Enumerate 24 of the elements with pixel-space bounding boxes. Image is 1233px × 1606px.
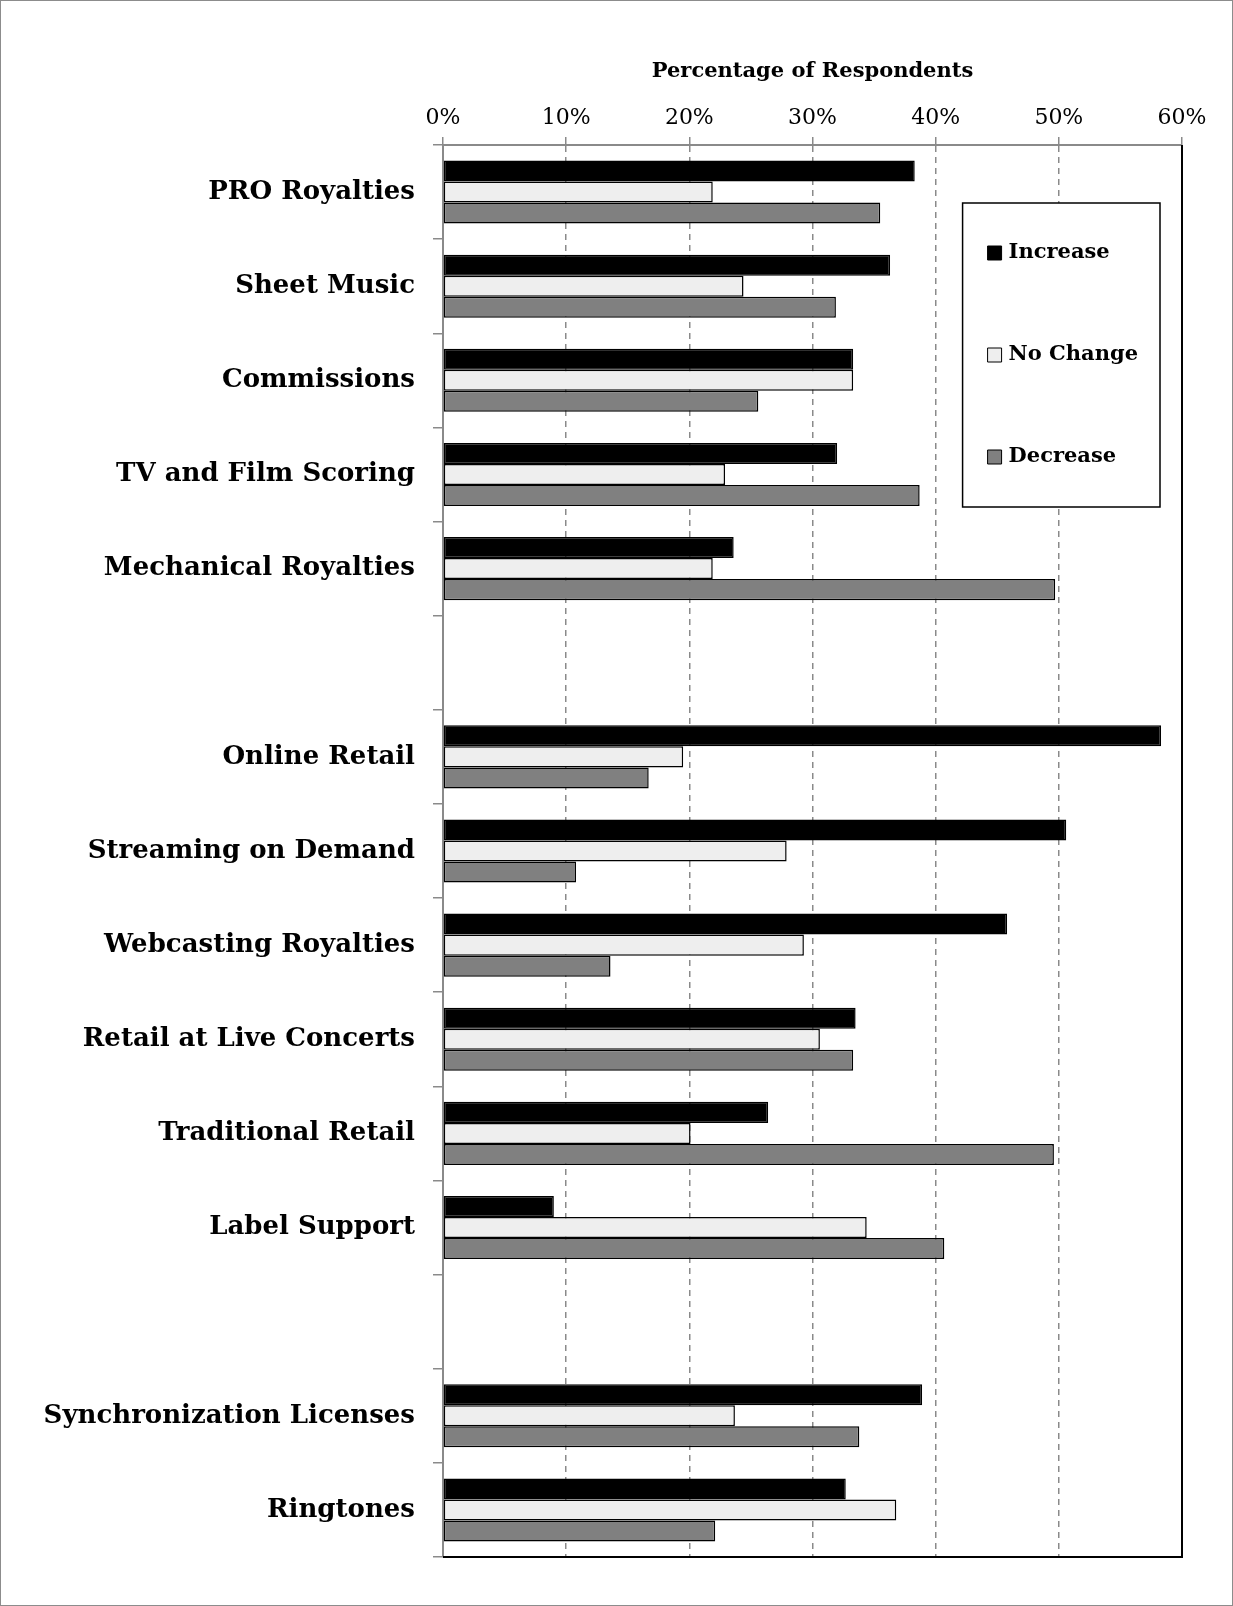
y-tick-label: Retail at Live Concerts bbox=[82, 1022, 415, 1053]
y-tick-label: Ringtones bbox=[266, 1492, 415, 1523]
y-tick-label: Streaming on Demand bbox=[87, 833, 415, 864]
y-tick-label: Label Support bbox=[209, 1210, 415, 1241]
y-tick-label: PRO Royalties bbox=[208, 174, 415, 205]
legend-label: Increase bbox=[1008, 238, 1110, 264]
x-tick-label: 10% bbox=[541, 103, 591, 129]
x-tick-label: 60% bbox=[1157, 103, 1207, 129]
y-tick-label: Synchronization Licenses bbox=[43, 1398, 415, 1429]
y-tick-label: Sheet Music bbox=[235, 268, 415, 299]
y-tick-label: Traditional Retail bbox=[158, 1116, 416, 1147]
y-tick-label: Commissions bbox=[222, 363, 415, 394]
y-tick-label: Mechanical Royalties bbox=[103, 551, 415, 582]
x-tick-label: 50% bbox=[1034, 103, 1084, 129]
legend-label: No Change bbox=[1008, 340, 1139, 366]
y-tick-label: TV and Film Scoring bbox=[116, 457, 415, 488]
x-tick-label: 40% bbox=[911, 103, 961, 129]
x-tick-label: 0% bbox=[425, 103, 461, 129]
x-tick-label: 30% bbox=[788, 103, 837, 129]
x-axis-title: Percentage of Respondents bbox=[651, 57, 974, 83]
y-tick-label: Online Retail bbox=[222, 739, 416, 770]
x-tick-label: 20% bbox=[664, 103, 714, 129]
y-tick-label: Webcasting Royalties bbox=[103, 927, 415, 958]
legend-label: Decrease bbox=[1008, 442, 1117, 468]
